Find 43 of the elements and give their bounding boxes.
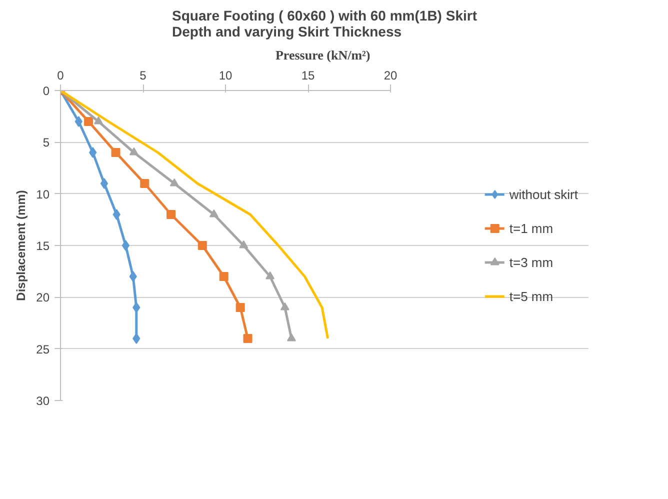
x-tick-label: 15 <box>301 68 315 82</box>
y-tick-label: 25 <box>36 342 50 356</box>
point <box>129 147 138 156</box>
point <box>129 271 137 282</box>
legend-label: without skirt <box>509 186 578 202</box>
x-axis-title: Pressure (kN/m²) <box>275 48 370 62</box>
point <box>287 333 296 342</box>
x-tick-label: 10 <box>218 68 232 82</box>
point <box>132 333 140 344</box>
point <box>94 116 103 124</box>
point <box>209 209 218 218</box>
y-tick-label: 20 <box>36 290 50 305</box>
y-tick-label: 15 <box>36 239 50 253</box>
point <box>239 240 248 248</box>
point <box>280 302 290 310</box>
point <box>74 116 82 127</box>
point <box>219 272 228 281</box>
point <box>170 178 179 186</box>
y-tick-label: 30 <box>36 394 50 408</box>
point <box>166 210 176 219</box>
point <box>89 147 97 158</box>
point <box>266 271 275 280</box>
point <box>112 209 120 220</box>
point <box>243 334 252 343</box>
point <box>140 179 150 188</box>
y-tick-label: 0 <box>42 84 50 98</box>
point <box>100 178 108 189</box>
x-tick-label: 20 <box>384 68 398 82</box>
x-tick-label: 5 <box>140 68 147 82</box>
point <box>84 117 94 126</box>
legend-label: t=5 mm <box>509 288 554 304</box>
point <box>111 148 120 157</box>
point <box>132 302 140 313</box>
point <box>122 240 130 251</box>
y-tick-label: 10 <box>36 187 50 202</box>
legend-label: t=1 mm <box>509 220 554 236</box>
y-axis-title: Displacement (mm) <box>14 190 28 301</box>
point <box>198 241 207 250</box>
chart-title: Square Footing ( 60x60 ) with 60 mm(1B) Skirt Depth and varying Skirt Thickness <box>172 8 478 40</box>
x-tick-label: 0 <box>57 68 64 82</box>
legend-label: t=3 mm <box>509 254 554 270</box>
point <box>236 303 245 312</box>
y-tick-label: 5 <box>42 136 50 150</box>
